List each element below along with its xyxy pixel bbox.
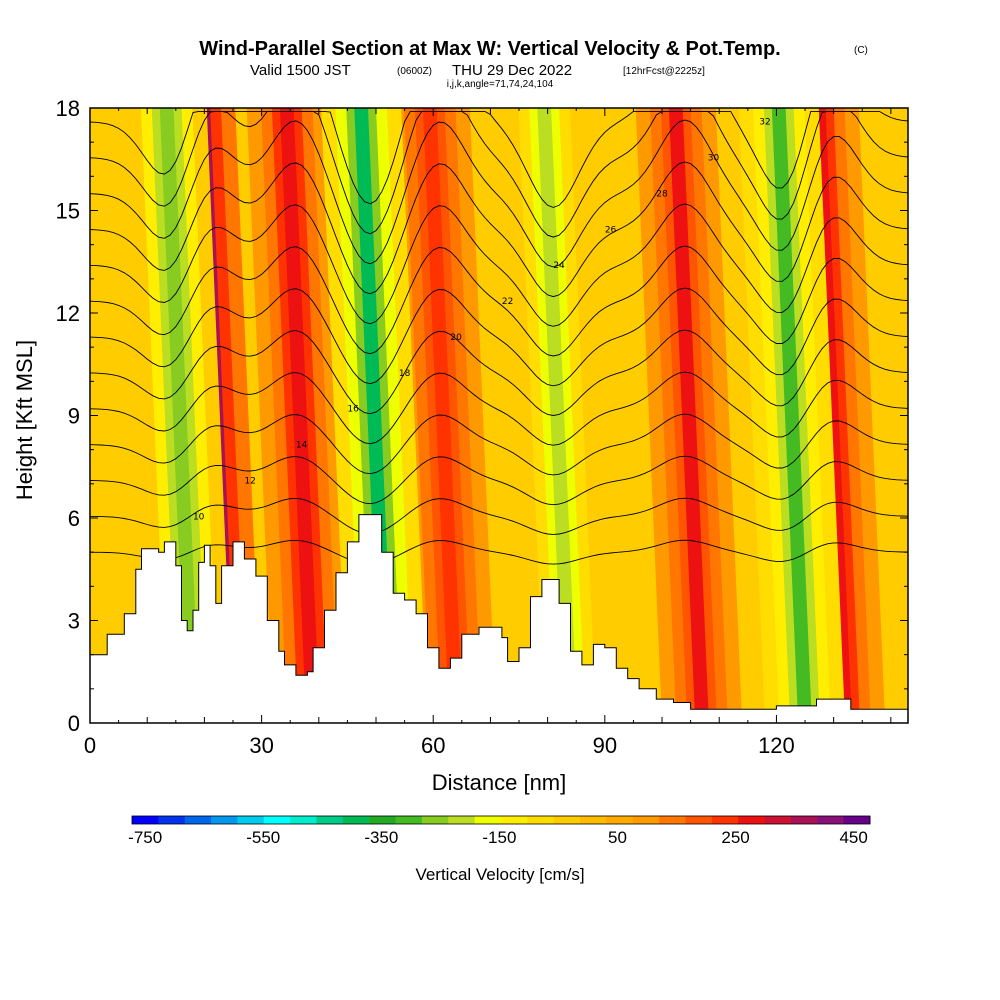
theta-contour-label-24: 24 <box>553 261 565 271</box>
y-tick-label-12: 12 <box>56 301 80 326</box>
colorbar-tick-label: -150 <box>482 828 516 847</box>
colorbar-segment <box>711 816 739 824</box>
theta-contour-12 <box>90 455 908 506</box>
x-tick-label-120: 120 <box>758 733 795 758</box>
colorbar-segment <box>290 816 317 824</box>
axes: 0 30 60 90 120 0 3 6 9 12 15 18 <box>56 96 908 758</box>
theta-contour-18 <box>90 329 908 416</box>
plot-area: 8101214161820222426283032 <box>90 108 908 723</box>
colorbar-title: Vertical Velocity [cm/s] <box>415 865 584 884</box>
colorbar-segment <box>553 816 581 824</box>
colorbar-segment <box>237 816 265 824</box>
colorbar-segment <box>790 816 818 824</box>
x-tick-label-60: 60 <box>421 733 445 758</box>
theta-contour-32 <box>90 110 908 208</box>
colorbar-segment <box>474 816 502 824</box>
colorbar-segment <box>448 816 476 824</box>
theta-contour-label-14: 14 <box>296 441 308 451</box>
theta-contours: 8101214161820222426283032 <box>90 110 908 565</box>
theta-contour-label-20: 20 <box>450 333 462 343</box>
theta-contour-label-10: 10 <box>193 512 205 522</box>
theta-contour-label-22: 22 <box>502 297 513 307</box>
colorbar-segment <box>817 816 845 824</box>
theta-contour-label-16: 16 <box>347 405 359 415</box>
colorbar-tick-label: -350 <box>364 828 398 847</box>
colorbar-frame <box>131 815 871 825</box>
theta-contour-8 <box>90 539 908 565</box>
colorbar-segment <box>501 816 528 824</box>
colorbar-segment <box>580 816 607 824</box>
colorbar-segment <box>606 816 634 824</box>
colorbar-segment <box>843 816 871 824</box>
colorbar-segment <box>184 816 212 824</box>
valid-date: THU 29 Dec 2022 <box>452 62 572 79</box>
x-tick-label-90: 90 <box>593 733 617 758</box>
theta-contour-20 <box>90 287 908 387</box>
theta-contour-28 <box>90 119 908 268</box>
downdraft-band-2-layer-3 <box>537 108 578 723</box>
theta-contour-30 <box>90 110 908 238</box>
valid-utc: (0600Z) <box>397 66 432 77</box>
theta-contour-label-18: 18 <box>399 369 411 379</box>
colorbar-segment <box>527 816 555 824</box>
colorbar: -750 -550 -350 -150 50 250 450 <box>128 815 871 847</box>
y-tick-label-15: 15 <box>56 199 80 224</box>
colorbar-segment <box>211 816 238 824</box>
theta-contour-26 <box>90 161 908 298</box>
theta-contour-16 <box>90 371 908 446</box>
colorbar-segment <box>632 816 660 824</box>
colorbar-tick-label: 450 <box>839 828 867 847</box>
x-tick-label-30: 30 <box>249 733 273 758</box>
theta-contour-24 <box>90 203 908 327</box>
theta-contour-label-12: 12 <box>244 476 255 486</box>
y-axis-label: Height [Kft MSL] <box>12 340 37 500</box>
colorbar-tick-label: 50 <box>608 828 627 847</box>
theta-contour-label-26: 26 <box>605 225 617 235</box>
colorbar-segment <box>369 816 397 824</box>
theta-contour-22 <box>90 245 908 357</box>
updraft-band-3-layer-3 <box>668 108 709 723</box>
colorbar-segment <box>395 816 423 824</box>
forecast-info: [12hrFcst@2225z] <box>623 66 705 77</box>
colorbar-segment <box>421 816 449 824</box>
x-tick-label-0: 0 <box>84 733 96 758</box>
colorbar-segment <box>132 816 159 824</box>
colorbar-tick-label: -550 <box>246 828 280 847</box>
colorbar-tick-label: -750 <box>128 828 162 847</box>
y-tick-label-18: 18 <box>56 96 80 121</box>
theta-contour-label-32: 32 <box>759 118 770 128</box>
y-tick-label-0: 0 <box>68 711 80 736</box>
theta-contour-14 <box>90 413 908 476</box>
y-tick-label-9: 9 <box>68 404 80 429</box>
theta-contour-label-28: 28 <box>656 189 668 199</box>
y-tick-label-6: 6 <box>68 506 80 531</box>
grid-indices: i,j,k,angle=71,74,24,104 <box>447 79 554 90</box>
terrain-profile <box>90 514 908 723</box>
y-tick-label-3: 3 <box>68 609 80 634</box>
copyright-mark: (C) <box>854 45 868 56</box>
colorbar-segment <box>659 816 686 824</box>
downdraft-band-3-layer-3 <box>771 108 812 723</box>
colorbar-segment <box>342 816 370 824</box>
colorbar-tick-label: 250 <box>721 828 749 847</box>
valid-prefix: Valid 1500 JST <box>250 62 351 79</box>
theta-contour-10 <box>90 497 908 535</box>
downdraft-band-0-layer-3 <box>159 108 200 723</box>
colorbar-segment <box>158 816 186 824</box>
colorbar-segment <box>764 816 792 824</box>
colorbar-segment <box>685 816 713 824</box>
colorbar-segment <box>738 816 766 824</box>
colorbar-segment <box>316 816 344 824</box>
colorbar-segment <box>263 816 291 824</box>
chart-title: Wind-Parallel Section at Max W: Vertical… <box>199 38 780 60</box>
theta-contour-label-30: 30 <box>708 154 720 164</box>
x-axis-label: Distance [nm] <box>432 770 567 795</box>
